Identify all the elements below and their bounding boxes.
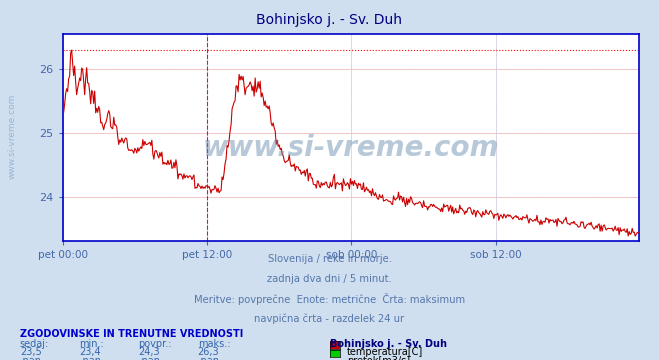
Text: 26,3: 26,3	[198, 347, 219, 357]
Text: 24,3: 24,3	[138, 347, 160, 357]
Text: www.si-vreme.com: www.si-vreme.com	[203, 134, 499, 162]
Text: -nan: -nan	[79, 356, 101, 360]
Text: www.si-vreme.com: www.si-vreme.com	[8, 94, 17, 180]
Text: pretok[m3/s]: pretok[m3/s]	[347, 356, 410, 360]
Text: zadnja dva dni / 5 minut.: zadnja dva dni / 5 minut.	[267, 274, 392, 284]
Text: Bohinjsko j. - Sv. Duh: Bohinjsko j. - Sv. Duh	[256, 13, 403, 27]
Text: -nan: -nan	[20, 356, 42, 360]
Text: 23,4: 23,4	[79, 347, 101, 357]
Text: maks.:: maks.:	[198, 339, 230, 349]
Text: -nan: -nan	[138, 356, 160, 360]
Text: Bohinjsko j. - Sv. Duh: Bohinjsko j. - Sv. Duh	[330, 339, 447, 349]
Text: sedaj:: sedaj:	[20, 339, 49, 349]
Text: min.:: min.:	[79, 339, 104, 349]
Text: 23,5: 23,5	[20, 347, 42, 357]
Text: ZGODOVINSKE IN TRENUTNE VREDNOSTI: ZGODOVINSKE IN TRENUTNE VREDNOSTI	[20, 329, 243, 339]
Text: Slovenija / reke in morje.: Slovenija / reke in morje.	[268, 254, 391, 264]
Text: povpr.:: povpr.:	[138, 339, 172, 349]
Text: temperatura[C]: temperatura[C]	[347, 347, 423, 357]
Text: navpična črta - razdelek 24 ur: navpična črta - razdelek 24 ur	[254, 313, 405, 324]
Text: -nan: -nan	[198, 356, 219, 360]
Text: Meritve: povprečne  Enote: metrične  Črta: maksimum: Meritve: povprečne Enote: metrične Črta:…	[194, 293, 465, 305]
